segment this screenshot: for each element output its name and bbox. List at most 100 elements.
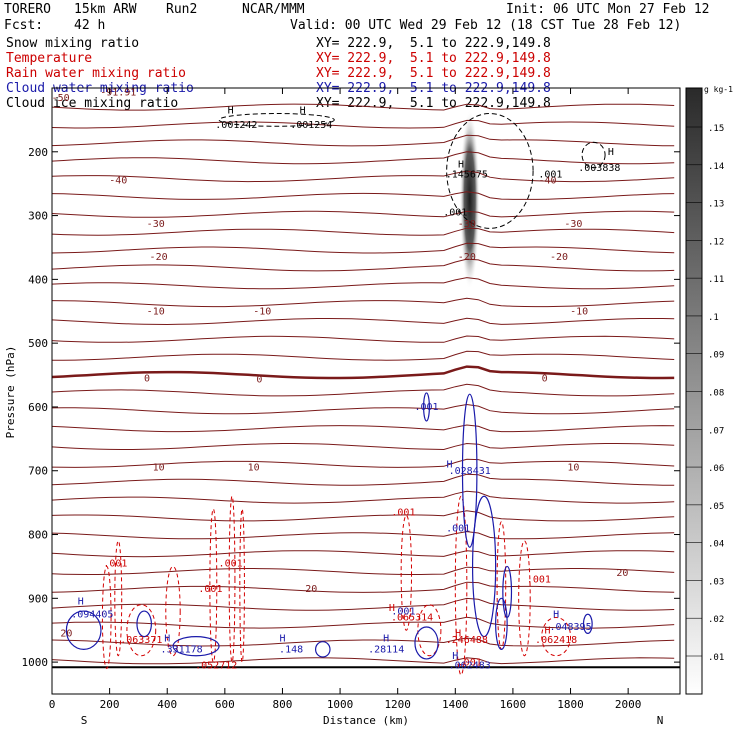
rain-label: .062418: [535, 635, 577, 646]
colorbar-tick-label: .15: [708, 124, 724, 134]
header-resolution: 15km ARW: [74, 2, 137, 17]
header-init: Init: 06 UTC Mon 27 Feb 12: [506, 2, 710, 17]
cloud-water-contour: [502, 565, 513, 619]
temperature-label: -10: [570, 306, 588, 317]
temperature-contour: [51, 227, 675, 236]
temperature-contour: [51, 597, 675, 611]
colorbar-tick-label: .08: [708, 389, 724, 399]
temperature-contour: [51, 383, 675, 397]
rain-label: .001: [458, 657, 482, 668]
cloud-water-contour: [65, 610, 102, 650]
temperature-label: 0: [144, 373, 150, 384]
temperature-contour: [51, 403, 675, 415]
rain-contour: [101, 565, 112, 669]
x-tick-label: 1200: [384, 698, 411, 711]
temperature-label: 10: [153, 463, 165, 474]
temperature-contour: [51, 566, 675, 575]
high-marker: H: [228, 106, 234, 117]
temperature-label: -30: [147, 219, 165, 230]
cloud-ice-contour: [581, 141, 606, 169]
x-axis-right-end-label: N: [657, 714, 664, 727]
cloud-water-label: .001: [446, 523, 470, 534]
header-fcst-value: 42 h: [74, 18, 106, 33]
rain-contour: [518, 540, 531, 657]
snow-label: .001: [443, 208, 467, 219]
temperature-contour: [51, 550, 675, 558]
cloud-ice-contour: [218, 113, 335, 127]
cloud-water-contour: [582, 613, 593, 635]
temperature-contour: [51, 473, 675, 486]
y-tick-label: 200: [28, 146, 48, 159]
temperature-contour: [51, 119, 675, 129]
rain-contours: [101, 495, 572, 676]
high-marker: H: [300, 106, 306, 117]
cloud-ice-label: .001: [538, 169, 562, 180]
temperature-contour: [51, 442, 675, 451]
rain-contour: [454, 495, 468, 676]
temperature-contour: [51, 242, 675, 254]
temperature-contour: [51, 297, 675, 308]
x-tick-label: 200: [100, 698, 120, 711]
cloud-water-label: .28114: [368, 645, 404, 656]
temperature-label: 0: [256, 375, 262, 386]
rain-label: .001: [103, 558, 127, 569]
temperature-contour: [51, 210, 675, 218]
cloud-ice-label: .003838: [578, 163, 620, 174]
high-marker: H: [608, 147, 614, 158]
temperature-label: -91.91: [100, 88, 136, 99]
temperature-label: -50: [52, 93, 70, 104]
cloud-water-contour: [471, 495, 497, 638]
y-tick-label: 700: [28, 465, 48, 478]
x-tick-label: 1600: [500, 698, 527, 711]
temperature-contour: [51, 365, 675, 380]
temperature-label: 10: [567, 463, 579, 474]
header-valid: Valid: 00 UTC Wed 29 Feb 12 (18 CST Tue …: [290, 18, 682, 33]
snow-label: .145675: [446, 169, 488, 180]
field-xy-rain: XY= 222.9, 5.1 to 222.9,149.8: [316, 66, 551, 81]
rain-contour: [228, 495, 236, 663]
temperature-contour: [51, 317, 675, 326]
field-xy-temperature: XY= 222.9, 5.1 to 222.9,149.8: [316, 51, 551, 66]
colorbar-tick-label: .12: [708, 237, 724, 247]
y-tick-label: 800: [28, 529, 48, 542]
rain-contour: [400, 514, 413, 631]
high-marker: H: [78, 597, 84, 608]
temperature-contour: [51, 103, 675, 111]
high-marker: H: [447, 460, 453, 471]
colorbar-tick-label: .09: [708, 351, 724, 361]
temperature-contour: [51, 424, 675, 433]
field-name-cloud-ice: Cloud ice mixing ratio: [6, 96, 179, 111]
rain-contour: [541, 616, 572, 657]
temperature-label: 20: [305, 584, 317, 595]
cloud-water-contours: [65, 392, 593, 660]
colorbar-unit: g kg-1: [704, 85, 733, 94]
cloud-water-label: .001: [414, 402, 438, 413]
high-marker: H: [458, 160, 464, 171]
cloud-water-label: .001: [391, 606, 415, 617]
temperature-contour: [51, 458, 675, 468]
temperature-label: -10: [253, 306, 271, 317]
plot-frame: [51, 87, 681, 695]
colorbar-tick-label: .1: [708, 313, 719, 323]
x-tick-label: 2000: [615, 698, 642, 711]
cloud-water-label: .148: [279, 645, 303, 656]
cloud-water-label: .028431: [449, 466, 491, 477]
cloud-water-contour: [423, 392, 430, 422]
rain-label: .246488: [446, 635, 488, 646]
high-marker: H: [383, 634, 389, 645]
y-tick-label: 400: [28, 273, 48, 286]
y-axis-label: Pressure (hPa): [4, 346, 17, 439]
field-name-snow: Snow mixing ratio: [6, 36, 140, 51]
temperature-label: -20: [550, 252, 568, 263]
colorbar-tick-label: .05: [708, 502, 724, 512]
temperature-label: -10: [147, 306, 165, 317]
cloud-water-contour: [314, 641, 331, 658]
high-marker: H: [279, 634, 285, 645]
high-marker: H: [553, 609, 559, 620]
x-tick-label: 1800: [557, 698, 584, 711]
rain-label: .001: [527, 574, 551, 585]
x-tick-label: 600: [215, 698, 235, 711]
high-marker: H: [455, 629, 461, 640]
cloud-water-label: .331178: [161, 645, 203, 656]
